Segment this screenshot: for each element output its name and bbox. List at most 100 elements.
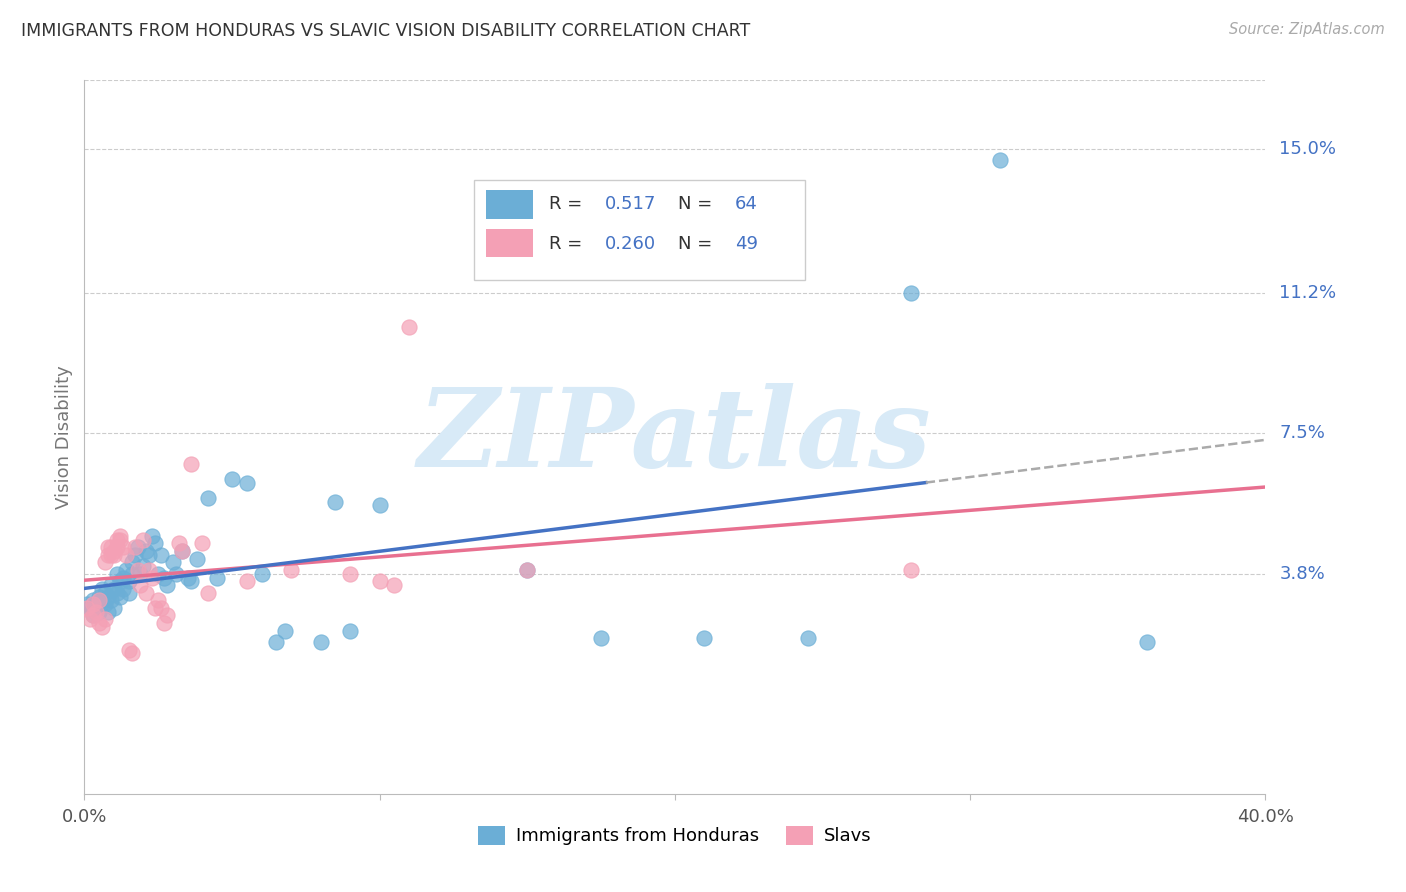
Point [129,578,152,592]
Point [82,608,104,623]
Point [100,548,122,562]
Text: N =: N = [679,195,718,213]
Legend: Immigrants from Honduras, Slavs: Immigrants from Honduras, Slavs [471,819,879,853]
Point [280,563,302,577]
Point [87,593,111,607]
Point [135,544,157,558]
Point [988,153,1011,167]
Point [97,548,120,562]
Point [105,566,128,581]
Point [693,632,716,646]
Point [94,555,117,569]
Point [180,457,202,471]
Point [177,570,200,584]
Point [150,600,173,615]
Point [900,285,922,300]
Point [97,590,120,604]
Point [82,597,104,611]
Point [156,578,179,592]
Text: N =: N = [679,235,718,253]
Point [339,624,361,638]
Point [118,585,141,599]
Point [170,544,193,558]
Point [132,533,155,547]
Point [143,600,166,615]
Point [138,563,160,577]
Point [309,635,332,649]
Point [398,320,420,334]
Text: Source: ZipAtlas.com: Source: ZipAtlas.com [1229,22,1385,37]
Text: R =: R = [548,235,588,253]
Point [266,635,288,649]
Point [148,593,170,607]
Point [250,566,273,581]
Point [108,529,131,543]
Point [900,563,922,577]
Point [236,475,259,490]
Point [797,632,820,646]
Point [141,529,163,543]
Point [129,566,152,581]
Point [167,536,190,550]
Point [156,608,179,623]
Point [94,597,117,611]
Point [87,590,111,604]
Point [76,597,98,611]
Point [236,574,259,589]
Point [82,608,104,623]
Point [105,540,128,554]
Text: 0.260: 0.260 [605,235,657,253]
Point [186,551,208,566]
Point [105,533,128,547]
Point [127,540,149,554]
Point [516,563,538,577]
Point [103,600,125,615]
Point [97,605,120,619]
Point [108,574,131,589]
Point [124,548,146,562]
Point [368,574,391,589]
Point [111,570,134,584]
Point [153,616,176,631]
Point [82,593,104,607]
Point [150,548,173,562]
Point [207,570,229,584]
Text: IMMIGRANTS FROM HONDURAS VS SLAVIC VISION DISABILITY CORRELATION CHART: IMMIGRANTS FROM HONDURAS VS SLAVIC VISIO… [21,22,751,40]
Point [138,548,160,562]
Point [274,624,297,638]
Point [148,566,170,581]
Point [141,570,163,584]
Point [121,566,143,581]
Text: ZIPatlas: ZIPatlas [418,384,932,491]
Point [118,642,141,657]
Text: 15.0%: 15.0% [1279,140,1336,158]
FancyBboxPatch shape [474,180,804,280]
Point [84,597,107,611]
Text: 7.5%: 7.5% [1279,425,1326,442]
Point [111,582,134,596]
Point [591,632,613,646]
Point [121,647,143,661]
Point [103,544,125,558]
Point [108,533,131,547]
Point [221,472,243,486]
Y-axis label: Vision Disability: Vision Disability [55,365,73,509]
Point [180,574,202,589]
Point [143,536,166,550]
Point [91,582,114,596]
Point [105,585,128,599]
Point [87,616,111,631]
Text: 0.517: 0.517 [605,195,657,213]
Point [118,574,141,589]
Point [339,566,361,581]
Point [94,612,117,626]
Point [84,605,107,619]
Point [197,491,219,505]
Point [91,593,114,607]
Point [153,570,176,584]
Point [1136,635,1159,649]
Point [111,540,134,554]
Point [165,566,187,581]
Point [76,600,98,615]
Point [79,600,101,615]
